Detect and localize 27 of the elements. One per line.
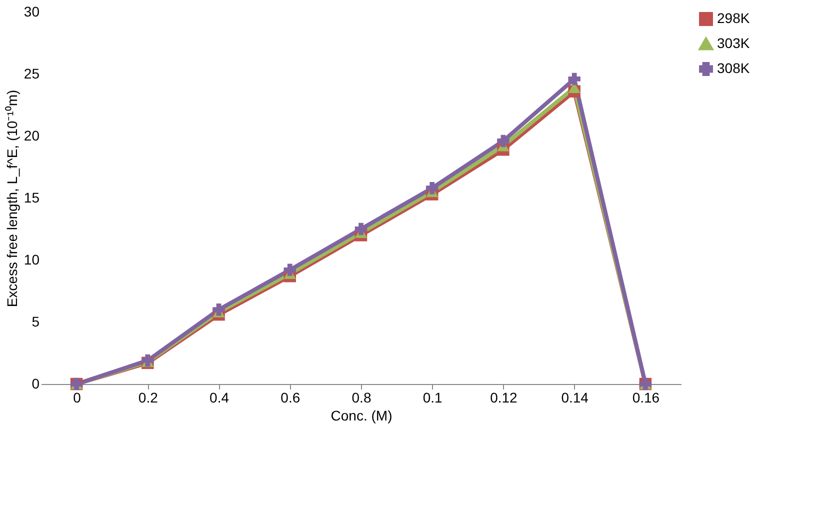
y-tick-label: 0 <box>32 376 40 392</box>
legend-label: 298K <box>717 10 750 26</box>
x-tick-label: 0.8 <box>352 390 372 406</box>
x-axis-title: Conc. (M) <box>330 408 392 424</box>
x-tick-label: 0 <box>73 390 82 406</box>
x-tick-label: 0.6 <box>280 390 300 406</box>
point <box>426 182 438 194</box>
x-tick-label: 0.14 <box>561 390 589 406</box>
x-tick-label: 0.4 <box>210 390 230 406</box>
point <box>212 303 225 316</box>
y-tick-label: 25 <box>24 66 40 82</box>
point <box>354 222 368 236</box>
y-tick-label: 20 <box>24 128 40 144</box>
y-axis-title: Excess free length, L_f^E, (10⁻¹⁰m) <box>4 90 20 308</box>
point <box>568 72 580 86</box>
y-tick-label: 10 <box>24 252 40 268</box>
y-tick-label: 5 <box>32 314 40 330</box>
legend-label: 308K <box>717 60 750 76</box>
point <box>497 134 510 148</box>
point <box>284 264 296 276</box>
y-tick-label: 15 <box>24 190 40 206</box>
x-tick-label: 0.16 <box>632 390 660 406</box>
y-tick-label: 30 <box>24 4 40 20</box>
legend-label: 303K <box>717 35 750 51</box>
x-tick-label: 0.12 <box>490 390 518 406</box>
x-tick-label: 0.1 <box>422 390 443 406</box>
x-tick-label: 0.2 <box>138 390 158 406</box>
